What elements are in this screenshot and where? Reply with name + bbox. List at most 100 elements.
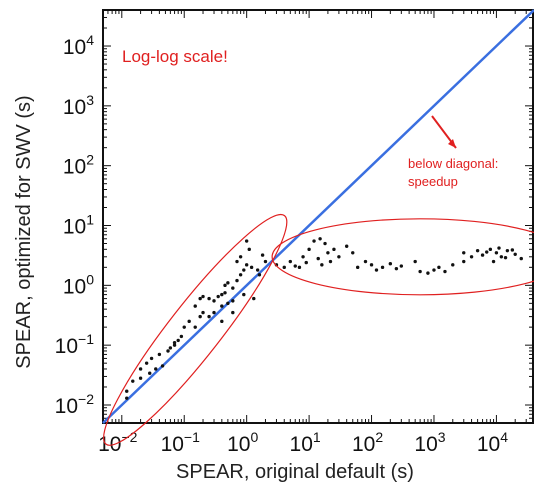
data-point xyxy=(413,259,417,264)
x-tick-label: 100 xyxy=(227,429,258,456)
data-point xyxy=(432,268,436,272)
data-point xyxy=(226,281,230,285)
data-point xyxy=(257,273,262,277)
data-point xyxy=(337,255,341,259)
data-point xyxy=(380,265,385,270)
data-point xyxy=(497,246,501,250)
data-point xyxy=(220,304,224,308)
tick-marks xyxy=(102,9,534,424)
data-point xyxy=(323,241,327,246)
diagonal-note-line1: below diagonal: xyxy=(408,156,498,171)
y-tick-label: 104 xyxy=(63,32,94,59)
log-scale-note: Log-log scale! xyxy=(122,47,228,66)
data-point xyxy=(505,248,510,253)
y-tick-label: 102 xyxy=(63,152,94,179)
data-point xyxy=(469,255,474,259)
data-point xyxy=(238,255,243,259)
ellipse-high-runtimes xyxy=(271,218,534,296)
data-point xyxy=(220,319,224,324)
data-point xyxy=(238,273,243,277)
data-point xyxy=(244,239,249,243)
x-tick-label: 103 xyxy=(414,429,445,456)
data-point xyxy=(182,325,186,329)
data-point xyxy=(207,296,211,301)
data-point xyxy=(138,376,143,380)
data-point xyxy=(212,299,216,303)
data-point xyxy=(503,255,508,260)
diagonal-line xyxy=(102,9,534,424)
data-point xyxy=(328,259,333,264)
data-point xyxy=(244,263,249,267)
data-point xyxy=(172,343,177,347)
data-point xyxy=(318,237,322,241)
data-point xyxy=(242,268,246,272)
x-axis-label: SPEAR, original default (s) xyxy=(176,461,414,483)
annotations: Log-log scale! below diagonal: speedup xyxy=(122,47,498,189)
data-point xyxy=(223,291,227,295)
data-point xyxy=(235,259,239,264)
data-point xyxy=(282,265,286,270)
data-point xyxy=(485,250,489,254)
data-point xyxy=(193,325,197,329)
data-point xyxy=(247,247,251,252)
data-point xyxy=(399,264,404,268)
data-point xyxy=(176,338,180,343)
data-point xyxy=(193,304,197,308)
data-point xyxy=(320,263,324,267)
data-point xyxy=(491,259,496,264)
data-point xyxy=(125,389,129,393)
data-point xyxy=(388,261,393,266)
data-point xyxy=(426,271,430,275)
data-point xyxy=(179,334,184,339)
y-tick-label: 101 xyxy=(63,212,94,239)
data-point xyxy=(451,263,455,267)
data-point xyxy=(462,259,466,264)
data-point xyxy=(307,247,311,252)
data-point xyxy=(297,265,302,270)
data-point xyxy=(488,247,493,252)
data-point xyxy=(187,319,191,324)
data-point xyxy=(131,379,135,383)
data-point xyxy=(231,286,235,290)
data-point xyxy=(260,253,265,257)
data-point xyxy=(332,247,336,252)
data-point xyxy=(125,396,129,400)
data-point xyxy=(207,314,211,319)
data-point xyxy=(201,294,205,299)
data-point xyxy=(226,301,230,306)
y-tick-label: 103 xyxy=(63,92,94,119)
data-point xyxy=(394,266,399,271)
data-point xyxy=(235,278,239,283)
data-point xyxy=(223,283,227,288)
data-point xyxy=(212,310,216,315)
x-tick-label: 104 xyxy=(477,429,508,456)
data-point xyxy=(138,367,143,371)
highlight-ellipses xyxy=(103,213,534,446)
data-point xyxy=(166,349,170,353)
data-point xyxy=(510,248,515,252)
data-point xyxy=(499,255,504,259)
data-point xyxy=(443,269,447,274)
data-point xyxy=(344,244,349,248)
data-point xyxy=(144,361,149,365)
data-point xyxy=(304,260,308,265)
y-tick-label: 100 xyxy=(63,271,94,298)
data-point xyxy=(149,356,154,361)
data-point xyxy=(355,265,360,270)
data-point xyxy=(326,251,330,255)
data-point xyxy=(157,352,162,357)
data-point xyxy=(316,256,320,261)
data-point xyxy=(475,248,480,253)
data-point xyxy=(263,259,268,264)
data-point xyxy=(312,239,316,243)
data-point xyxy=(437,265,441,270)
data-point xyxy=(494,251,499,255)
data-point xyxy=(351,251,355,255)
y-tick-label: 10−2 xyxy=(55,391,95,418)
data-point xyxy=(231,310,235,315)
y-axis-label: SPEAR, optimized for SWV (s) xyxy=(13,95,35,368)
data-point xyxy=(198,314,202,319)
data-point xyxy=(168,346,173,350)
